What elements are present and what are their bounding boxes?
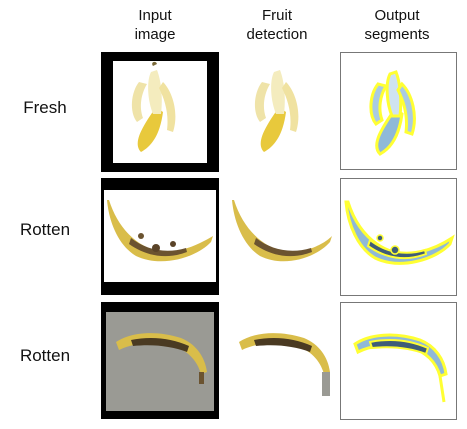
row-label-rotten-2: Rotten (19, 346, 71, 365)
header-output-line2: segments (364, 26, 430, 43)
header-detection-line1: Fruit (262, 7, 292, 24)
fruit-detection-rotten-1 (224, 178, 339, 293)
output-segments-rotten-2 (340, 302, 457, 420)
output-segments-rotten-1 (340, 178, 457, 296)
header-detection-line2: detection (246, 26, 308, 43)
header-output-segments: Output segments (342, 6, 452, 44)
input-image-fresh (101, 52, 219, 172)
fruit-detection-fresh (224, 52, 339, 167)
row-label-fresh: Fresh (23, 98, 67, 117)
header-fruit-detection: Fruit detection (222, 6, 332, 44)
input-image-rotten-1 (101, 178, 219, 295)
header-input-line2: image (134, 26, 176, 43)
fruit-detection-rotten-2 (224, 302, 339, 417)
header-output-line1: Output (374, 7, 420, 24)
row-label-rotten-1: Rotten (19, 220, 71, 239)
header-input-image: Input image (100, 6, 210, 44)
output-segments-fresh (340, 52, 457, 170)
header-input-line1: Input (138, 7, 172, 24)
input-image-rotten-2 (101, 302, 219, 419)
